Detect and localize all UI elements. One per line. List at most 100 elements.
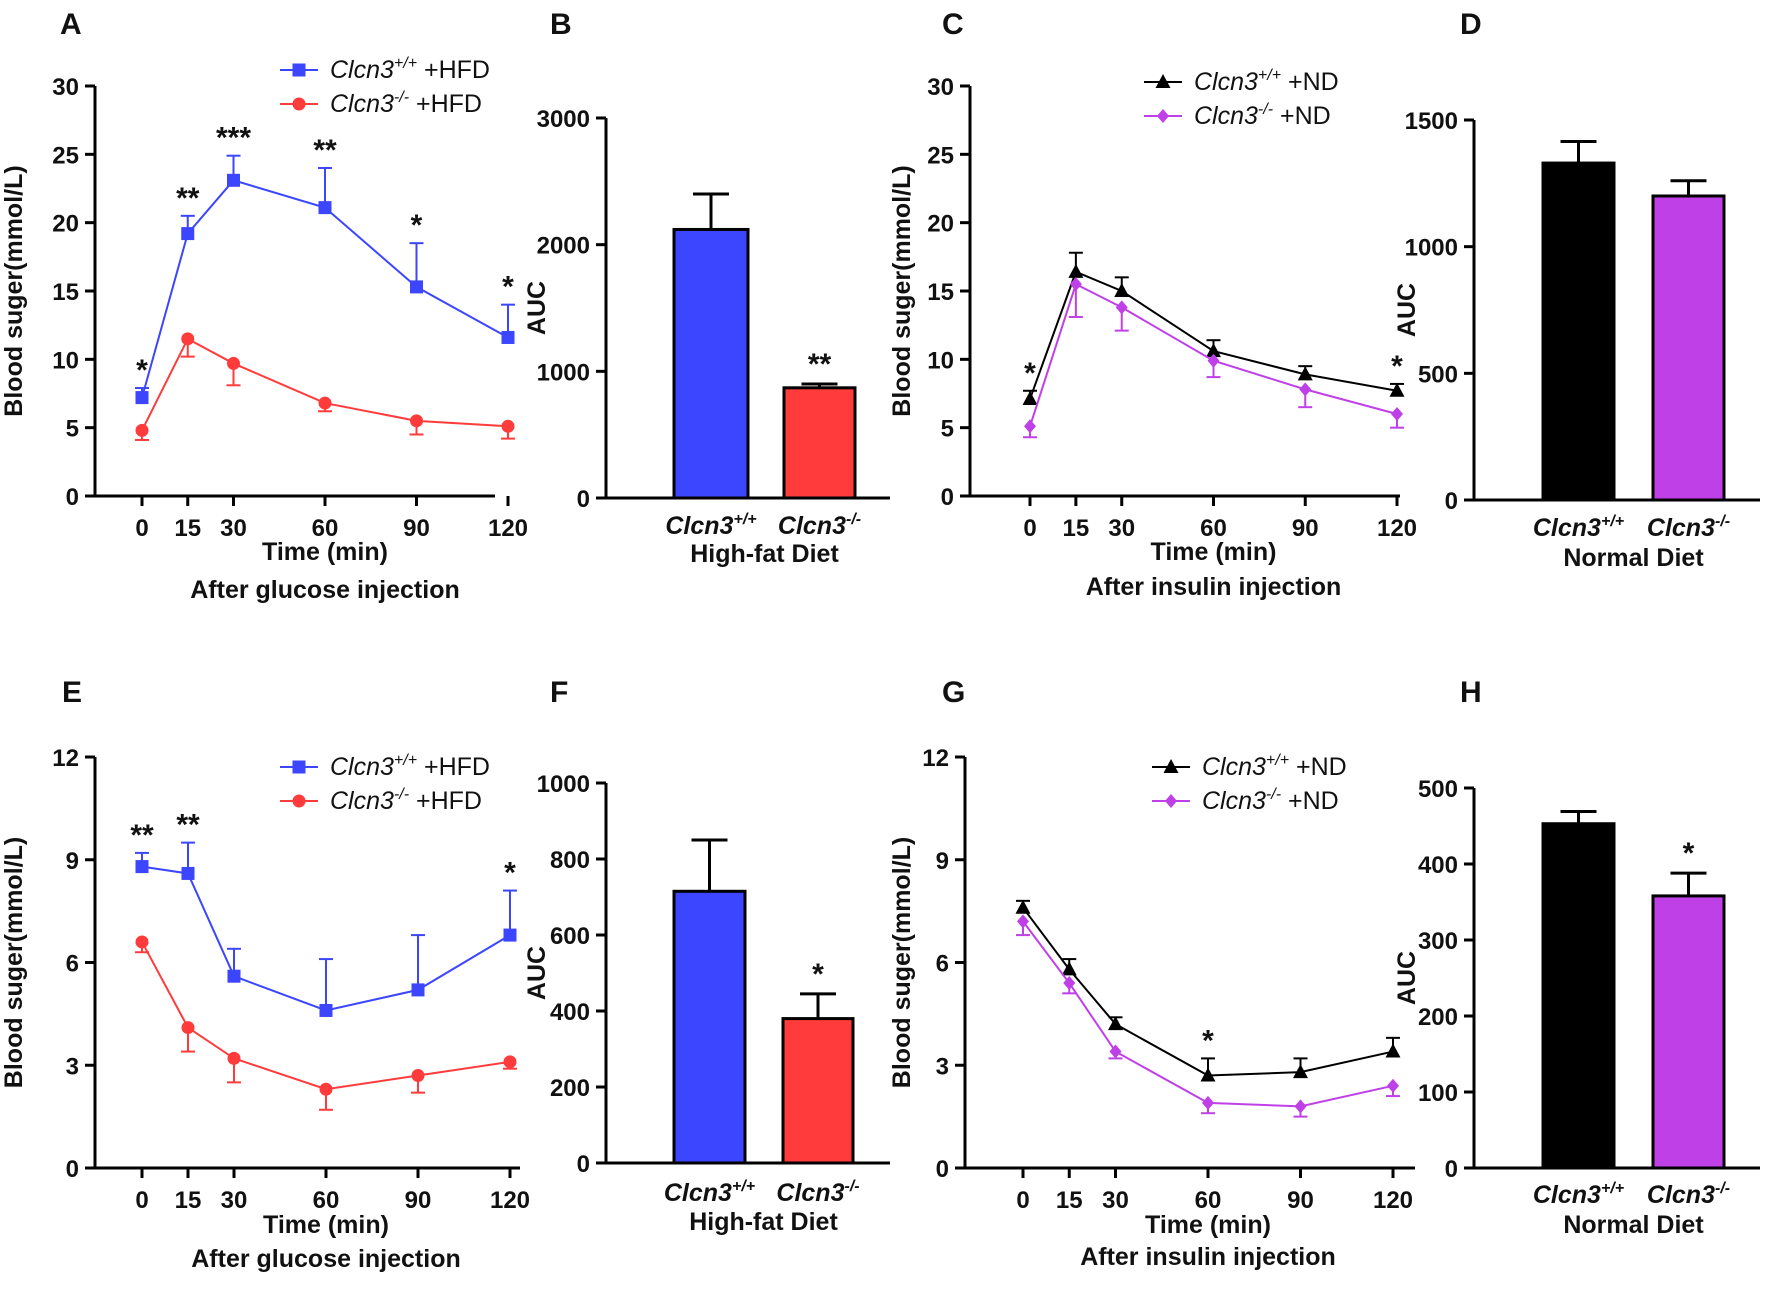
category-label: Clcn3-/-	[1647, 1180, 1730, 1209]
series-line	[141, 941, 511, 1091]
legend-genotype: -/-	[1258, 101, 1273, 118]
legend-genotype: +/+	[394, 55, 417, 72]
data-point	[181, 866, 195, 880]
data-point	[1206, 343, 1221, 358]
x-axis-title: Normal Diet	[1563, 1211, 1704, 1239]
panel-e: E 0 3 6 9 12 Blood suger(mmol/L) 0 15 30 60 90 120 Ti…	[0, 676, 530, 1273]
data-point	[410, 414, 423, 428]
legend-genotype: -/-	[394, 89, 409, 106]
data-point	[1115, 300, 1128, 315]
significance-marker: *	[1024, 357, 1036, 390]
data-point	[1022, 390, 1038, 405]
significance-marker: *	[411, 209, 423, 242]
y-tick-label: 1000	[537, 771, 590, 798]
x-tick-label: 30	[1102, 1187, 1129, 1214]
category-gene: Clcn3	[1533, 514, 1601, 542]
x-axis-title: High-fat Diet	[690, 540, 839, 568]
y-tick-label: 3	[66, 1053, 79, 1080]
y-tick-label: 0	[936, 1156, 949, 1183]
panel-letter: A	[60, 8, 82, 41]
y-tick-label: 100	[1418, 1080, 1458, 1107]
data-point	[318, 396, 332, 410]
series-line	[1029, 270, 1398, 400]
data-point	[1061, 961, 1077, 976]
legend-entry: Clcn3+/+ +HFD	[330, 55, 490, 84]
data-point	[1024, 419, 1036, 434]
panel-letter: E	[62, 676, 82, 709]
series-knockout	[135, 935, 517, 1111]
data-point	[411, 1069, 425, 1083]
data-point	[1391, 407, 1403, 421]
y-tick-label: 1000	[1405, 235, 1458, 262]
data-point	[1207, 353, 1220, 368]
bar	[781, 1017, 855, 1165]
x-axis-title: Time (min)	[262, 538, 388, 566]
y-tick-label: 500	[1418, 361, 1458, 388]
y-tick-label: 800	[550, 847, 590, 874]
category-genotype: -/-	[1715, 513, 1730, 530]
legend-genotype: -/-	[394, 786, 409, 803]
category-label: Clcn3-/-	[778, 511, 861, 540]
data-point	[1389, 382, 1405, 397]
category-genotype: +/+	[1601, 1180, 1624, 1197]
data-point	[1387, 1078, 1399, 1093]
legend-gene: Clcn3	[1202, 787, 1266, 815]
y-axis-title: AUC	[1393, 951, 1421, 1005]
data-point	[501, 330, 515, 344]
x-tick-label: 30	[220, 515, 247, 542]
y-tick-label: 6	[936, 951, 949, 978]
y-tick-label: 600	[550, 923, 590, 950]
category-genotype: +/+	[1601, 513, 1624, 530]
category-genotype: -/-	[846, 511, 861, 528]
y-tick-label: 9	[66, 848, 79, 875]
legend-marker	[1155, 74, 1171, 88]
data-point	[135, 935, 149, 949]
panel-f: F02004006008001000AUCClcn3+/+*Clcn3-/-Hi…	[523, 676, 890, 1236]
legend-marker	[292, 97, 306, 111]
significance-marker: *	[504, 857, 516, 890]
legend-suffix: +HFD	[409, 90, 482, 118]
legend-suffix: +HFD	[409, 787, 482, 815]
data-point	[227, 356, 240, 370]
y-tick-label: 0	[66, 1156, 79, 1183]
x-tick-label: 15	[1056, 1187, 1083, 1214]
data-point	[1200, 1067, 1216, 1082]
data-point	[1063, 976, 1076, 991]
bar	[782, 386, 857, 500]
x-axis-subtitle: After insulin injection	[1086, 573, 1342, 601]
x-axis-title: High-fat Diet	[689, 1208, 838, 1236]
x-tick-label: 60	[312, 515, 339, 542]
x-tick-label: 120	[488, 515, 528, 542]
significance-marker: **	[176, 182, 200, 215]
series-knockout	[1016, 914, 1400, 1118]
panel-g: G 0 3 6 9 12 Blood suger(mmol/L) 0 15 30 60 90 120 Ti…	[888, 676, 1415, 1271]
y-tick-label: 3	[936, 1053, 949, 1080]
category-genotype: +/+	[733, 511, 756, 528]
legend-suffix: +ND	[1281, 68, 1339, 96]
legend-gene: Clcn3	[1194, 102, 1258, 130]
x-tick-label: 0	[135, 1187, 148, 1214]
data-point	[1294, 1099, 1307, 1114]
data-point	[1015, 899, 1031, 914]
y-tick-label: 5	[941, 416, 954, 443]
x-tick-label: 0	[1023, 515, 1036, 542]
category-gene: Clcn3	[1533, 1181, 1601, 1209]
legend-gene: Clcn3	[1194, 68, 1258, 96]
legend-genotype: -/-	[1266, 786, 1281, 803]
legend-suffix: +ND	[1281, 787, 1339, 815]
data-point	[319, 1082, 333, 1096]
x-tick-label: 30	[1108, 515, 1135, 542]
category-label: Clcn3+/+	[1533, 1180, 1624, 1209]
series-wild-type	[135, 154, 515, 405]
y-tick-label: 25	[927, 142, 954, 169]
legend-marker	[1163, 759, 1179, 773]
x-tick-label: 120	[490, 1187, 530, 1214]
data-point	[411, 983, 425, 997]
y-tick-label: 200	[550, 1075, 590, 1102]
y-tick-label: 6	[66, 951, 79, 978]
x-tick-label: 0	[1016, 1187, 1029, 1214]
x-tick-label: 90	[403, 515, 430, 542]
y-axis-title: Blood suger(mmol/L)	[888, 165, 916, 416]
x-tick-label: 0	[135, 515, 148, 542]
